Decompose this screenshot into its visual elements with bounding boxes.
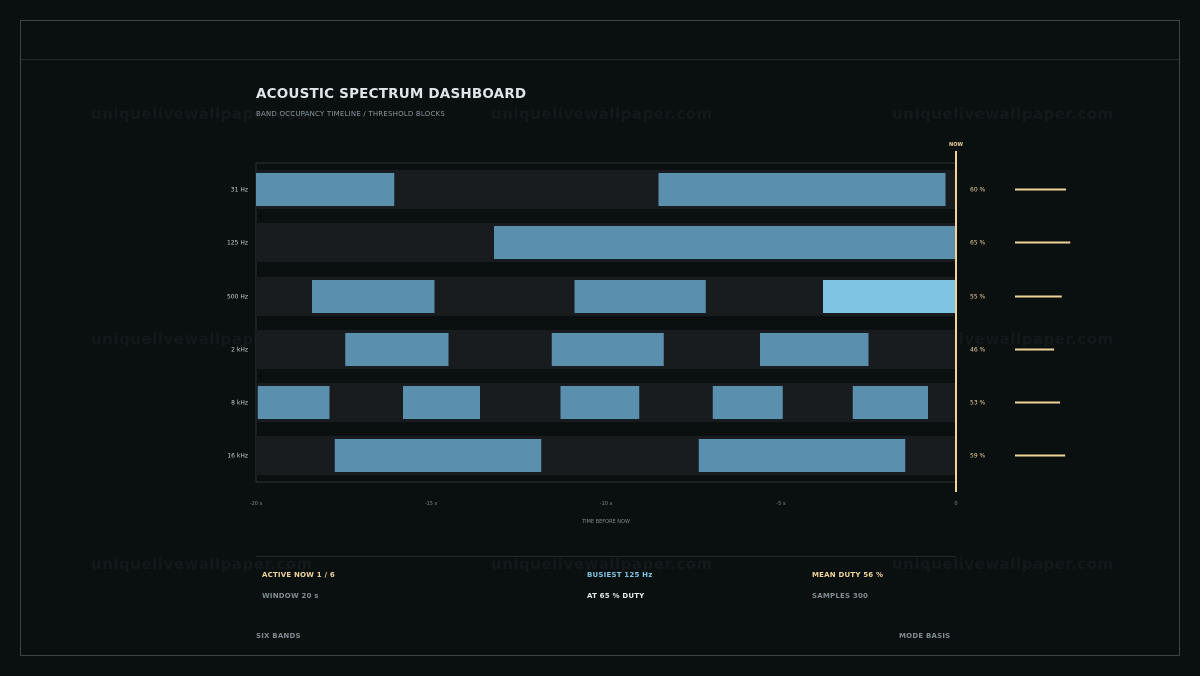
x-tick-label: -20 s xyxy=(250,501,263,507)
duty-label: 53 % xyxy=(970,400,986,407)
page-title: ACOUSTIC SPECTRUM DASHBOARD xyxy=(256,86,527,102)
x-axis-title: TIME BEFORE NOW xyxy=(581,519,630,525)
watermark: uniquelivewallpaper.com xyxy=(892,555,1114,573)
band-label: 125 Hz xyxy=(227,240,248,247)
duty-label: 55 % xyxy=(970,294,986,301)
occupancy-block xyxy=(403,386,480,419)
busiest-duty-stat: AT 65 % DUTY xyxy=(587,592,645,600)
occupancy-block xyxy=(256,173,395,206)
mean-duty-stat: MEAN DUTY 56 % xyxy=(812,571,884,579)
duty-label: 65 % xyxy=(970,240,986,247)
watermark: uniquelivewallpaper.com xyxy=(91,555,313,573)
occupancy-block xyxy=(852,386,928,419)
plot-area xyxy=(255,162,957,483)
x-tick-label: -10 s xyxy=(600,501,613,507)
x-tick-label: 0 xyxy=(954,501,957,507)
occupancy-block xyxy=(698,439,906,472)
band-label: 2 kHz xyxy=(231,347,248,354)
occupancy-block xyxy=(345,333,449,366)
x-tick-label: -5 s xyxy=(776,501,786,507)
page-subtitle: BAND OCCUPANCY TIMELINE / THRESHOLD BLOC… xyxy=(256,110,445,118)
watermark: uniquelivewallpaper.com xyxy=(491,555,713,573)
occupancy-block xyxy=(494,226,956,259)
busiest-band-stat: BUSIEST 125 Hz xyxy=(587,571,653,579)
x-tick-label: -15 s xyxy=(425,501,438,507)
samples-stat: SAMPLES 300 xyxy=(812,592,869,600)
occupancy-block xyxy=(823,280,956,313)
active-now-stat: ACTIVE NOW 1 / 6 xyxy=(262,571,335,579)
watermark: uniquelivewallpaper.com xyxy=(892,105,1114,123)
footer-right-label: MODE BASIS xyxy=(899,632,951,640)
band-label: 31 Hz xyxy=(231,187,248,194)
watermark: uniquelivewallpaper.com xyxy=(491,105,713,123)
occupancy-block xyxy=(560,386,640,419)
occupancy-block xyxy=(574,280,706,313)
stats-divider xyxy=(256,556,956,557)
occupancy-block xyxy=(712,386,783,419)
duty-label: 60 % xyxy=(970,187,986,194)
duty-label: 46 % xyxy=(970,347,986,354)
occupancy-block xyxy=(312,280,435,313)
occupancy-block xyxy=(257,386,330,419)
occupancy-block xyxy=(551,333,664,366)
now-label: NOW xyxy=(949,142,963,148)
header-divider xyxy=(21,59,1179,60)
window-stat: WINDOW 20 s xyxy=(262,592,319,600)
duty-label: 59 % xyxy=(970,453,986,460)
band-label: 500 Hz xyxy=(227,294,248,301)
band-label: 8 kHz xyxy=(231,400,248,407)
band-label: 16 kHz xyxy=(227,453,248,460)
footer-left-label: SIX BANDS xyxy=(256,632,301,640)
occupancy-block xyxy=(334,439,542,472)
dashboard-frame xyxy=(20,20,1180,656)
occupancy-block xyxy=(658,173,946,206)
occupancy-block xyxy=(760,333,869,366)
watermark: uniquelivewallpaper.com xyxy=(91,105,313,123)
